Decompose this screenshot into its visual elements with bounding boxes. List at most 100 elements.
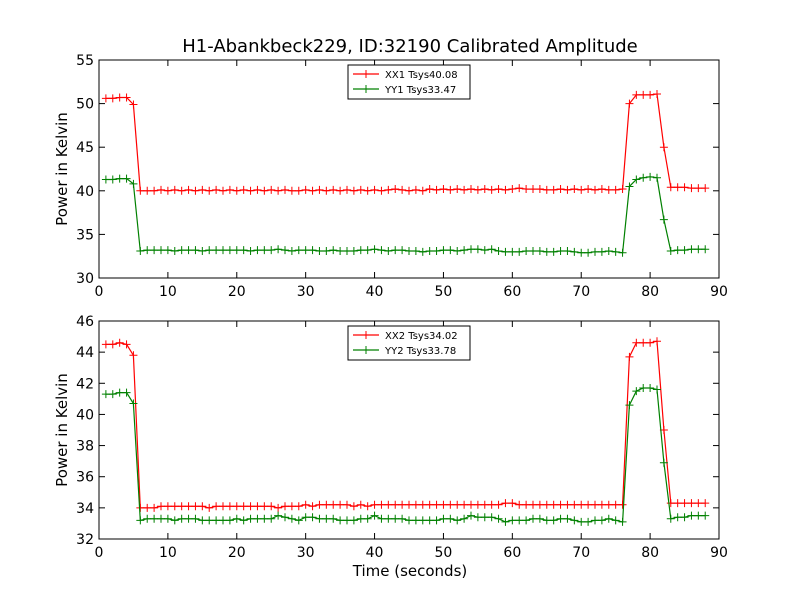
data-point <box>143 246 152 255</box>
data-point <box>666 499 675 508</box>
chart-title: H1-Abankbeck229, ID:32190 Calibrated Amp… <box>182 36 638 57</box>
data-point <box>301 513 310 522</box>
data-point <box>646 90 655 99</box>
data-point <box>191 514 200 523</box>
data-point <box>666 183 675 192</box>
data-point <box>653 385 661 394</box>
data-point <box>336 246 345 255</box>
data-point <box>115 93 124 102</box>
x-tick-label: 10 <box>159 284 177 300</box>
data-point <box>177 186 186 195</box>
data-point <box>639 338 648 347</box>
data-point <box>508 247 517 256</box>
data-point <box>356 246 365 255</box>
data-point <box>473 500 482 509</box>
data-point <box>405 246 413 255</box>
data-point <box>301 500 310 509</box>
data-point <box>170 246 179 255</box>
data-point <box>198 516 207 525</box>
data-point <box>260 502 269 511</box>
data-point <box>542 516 551 525</box>
data-point <box>577 185 586 194</box>
y-tick-label: 42 <box>76 376 94 392</box>
data-point <box>260 186 269 195</box>
data-point <box>646 172 655 181</box>
data-point <box>260 246 269 255</box>
data-point <box>659 458 668 467</box>
data-point <box>260 514 269 523</box>
data-point <box>584 185 593 194</box>
data-point <box>212 516 221 525</box>
legend-label: YY1 Tsys33.47 <box>384 85 456 96</box>
data-point <box>349 516 358 525</box>
data-point <box>274 511 283 520</box>
data-point <box>384 246 393 255</box>
data-point <box>101 340 110 349</box>
data-point <box>549 516 558 525</box>
data-point <box>315 185 324 194</box>
data-point <box>473 185 482 194</box>
data-point <box>253 502 262 511</box>
data-point <box>611 500 620 509</box>
legend: XX1 Tsys40.08 YY1 Tsys33.47 <box>347 64 471 100</box>
data-point <box>163 246 172 255</box>
data-point <box>446 246 455 255</box>
data-point <box>570 500 579 509</box>
data-point <box>480 500 489 509</box>
data-point <box>377 514 386 523</box>
data-point <box>467 511 475 520</box>
data-point <box>432 516 441 525</box>
data-point <box>591 500 599 509</box>
data-point <box>584 500 593 509</box>
data-point <box>315 514 324 523</box>
data-point <box>646 383 655 392</box>
data-point <box>287 186 296 195</box>
data-point <box>653 337 661 346</box>
data-point <box>487 500 496 509</box>
legend-marker <box>362 70 370 78</box>
data-point <box>370 500 379 509</box>
data-point <box>473 513 482 522</box>
data-point <box>694 499 703 508</box>
data-point <box>542 185 551 194</box>
data-point <box>239 502 248 511</box>
data-point <box>108 94 117 103</box>
data-point <box>398 514 407 523</box>
series-markers-2 <box>101 383 710 526</box>
data-point <box>673 183 682 192</box>
y-axis-label: Power in Kelvin <box>53 112 71 226</box>
data-point <box>122 93 131 102</box>
plot-frame <box>98 320 720 540</box>
data-point <box>198 246 207 255</box>
data-point <box>460 500 469 509</box>
y-tick-label: 40 <box>76 407 94 423</box>
data-point <box>425 516 434 525</box>
data-point <box>329 500 338 509</box>
data-point <box>294 246 303 255</box>
data-point <box>439 514 448 523</box>
data-point <box>122 174 131 183</box>
data-point <box>549 185 558 194</box>
data-point <box>129 179 138 188</box>
data-point <box>529 514 537 523</box>
data-point <box>308 246 317 255</box>
data-point <box>522 185 531 194</box>
data-point <box>563 185 572 194</box>
data-point <box>191 246 200 255</box>
data-point <box>281 246 289 255</box>
data-point <box>191 186 200 195</box>
data-point <box>556 500 565 509</box>
data-point <box>687 184 696 193</box>
y-tick-label: 40 <box>76 184 94 200</box>
data-point <box>515 516 524 525</box>
data-point <box>274 503 283 512</box>
data-point <box>163 514 172 523</box>
data-point <box>446 185 455 194</box>
x-tick-label: 20 <box>228 284 246 300</box>
y-tick-label: 36 <box>76 470 94 486</box>
data-point <box>625 401 634 410</box>
data-point <box>329 185 338 194</box>
data-point <box>108 390 117 399</box>
data-point <box>597 247 606 256</box>
data-point <box>494 500 503 509</box>
